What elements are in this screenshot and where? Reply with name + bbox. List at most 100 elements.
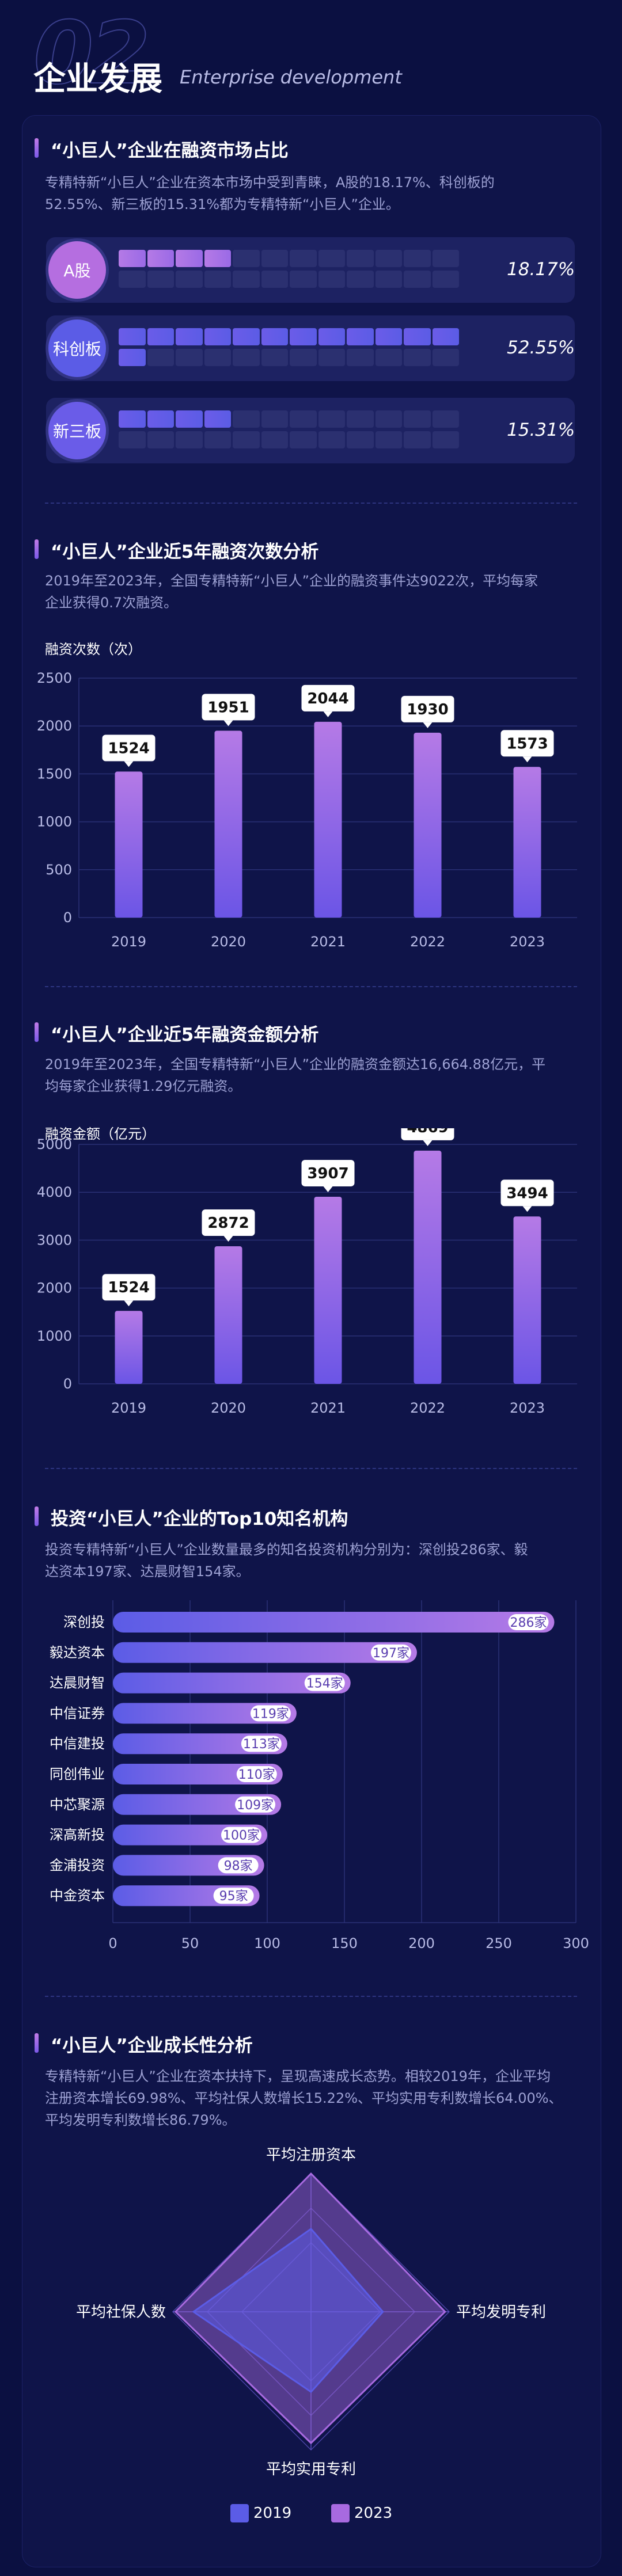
bar	[314, 1196, 342, 1384]
share-segment-empty	[204, 271, 231, 288]
value-badge	[221, 1827, 261, 1843]
share-segment-empty	[290, 431, 317, 448]
data-label-box	[500, 1179, 554, 1207]
data-label-pointer	[223, 1236, 233, 1242]
y-tick-label: 5000	[37, 1136, 72, 1152]
share-segment-filled	[204, 410, 231, 428]
value-badge	[250, 1705, 291, 1722]
category-label: 深高新投	[50, 1827, 105, 1843]
share-segment-empty	[261, 349, 288, 366]
radar-axis-label: 平均社保人数	[76, 2304, 166, 2321]
data-label-box	[102, 1274, 156, 1301]
divider	[45, 503, 577, 504]
bar	[113, 1672, 351, 1694]
share-segment-empty	[233, 410, 260, 428]
share-segment-filled	[147, 250, 174, 267]
data-label: 4869	[407, 1128, 448, 1136]
section-desc-line: 投资专精特新“小巨人”企业数量最多的知名投资机构分别为：深创投286家、毅	[45, 1542, 528, 1558]
share-segment-empty	[261, 431, 288, 448]
section-title: 投资“小巨人”企业的Top10知名机构	[51, 1509, 348, 1529]
data-label: 1524	[108, 1279, 149, 1296]
share-segment-empty	[432, 431, 459, 448]
share-row	[46, 315, 575, 381]
section-desc-line: 2019年至2023年，全国专精特新“小巨人”企业的融资事件达9022次，平均每…	[45, 573, 538, 589]
section-desc-line: 平均发明专利数增长86.79%。	[45, 2112, 236, 2128]
section-number: 02	[33, 3, 151, 104]
category-label: 毅达资本	[50, 1645, 105, 1661]
x-tick-label: 2021	[310, 934, 346, 950]
share-segment-filled	[119, 250, 146, 267]
y-tick-label: 2000	[37, 1280, 72, 1296]
y-tick-label: 1000	[37, 1328, 72, 1344]
share-category-label: 科创板	[48, 319, 106, 377]
data-label: 1930	[407, 701, 448, 718]
share-segment-empty	[233, 431, 260, 448]
share-segment-filled	[318, 328, 345, 345]
data-label-pointer	[124, 761, 134, 767]
x-tick-label: 2022	[410, 934, 445, 950]
share-segment-empty	[119, 271, 146, 288]
financing-amount-chart: 0 1000 2000 3000 4000 5000 1524 2019 2872 2020 390…	[37, 1128, 577, 1416]
bar	[113, 1703, 297, 1724]
data-label-pointer	[323, 711, 333, 717]
data-label-box	[202, 694, 255, 721]
data-label: 119家	[252, 1707, 289, 1721]
share-segment-empty	[261, 410, 288, 428]
radar-series-2019	[192, 2227, 384, 2394]
value-badge	[236, 1766, 277, 1782]
share-segment-empty	[318, 431, 345, 448]
value-badge	[241, 1736, 282, 1752]
share-segment-filled	[119, 328, 146, 345]
section-desc-line: 企业获得0.7次融资。	[45, 595, 178, 611]
data-label-pointer	[423, 722, 433, 728]
share-segment-filled	[119, 349, 146, 366]
data-label-box	[500, 730, 554, 757]
y-tick-label: 4000	[37, 1184, 72, 1200]
share-segment-filled	[119, 410, 146, 428]
x-tick-label: 2023	[510, 934, 545, 950]
share-segment-empty	[347, 271, 374, 288]
share-row	[46, 398, 575, 463]
share-segment-filled	[375, 328, 402, 345]
data-label-pointer	[124, 1300, 134, 1307]
divider	[45, 1996, 577, 1997]
section-desc-line: 达资本197家、达晨财智154家。	[45, 1563, 250, 1580]
section-desc-line: 专精特新“小巨人”企业在资本扶持下，呈现高速成长态势。相较2019年，企业平均	[45, 2068, 551, 2084]
section-title: “小巨人”企业近5年融资金额分析	[51, 1025, 319, 1045]
data-label: 110家	[238, 1768, 275, 1782]
data-label: 113家	[243, 1737, 280, 1752]
data-label: 98家	[224, 1859, 253, 1873]
share-segment-empty	[404, 410, 431, 428]
legend-label-2023: 2023	[354, 2505, 393, 2522]
radar-axis-label: 平均实用专利	[266, 2461, 356, 2478]
data-label-pointer	[323, 1186, 333, 1192]
y-tick-label: 0	[63, 910, 72, 926]
value-badge	[235, 1796, 276, 1813]
section-desc-line: 52.55%、新三板的15.31%都为专精特新“小巨人”企业。	[45, 196, 400, 212]
share-segment-filled	[404, 328, 431, 345]
section-marker	[35, 2033, 39, 2053]
share-segment-empty	[147, 431, 174, 448]
data-label: 1951	[207, 699, 249, 716]
y-tick-label: 2500	[37, 670, 72, 686]
bar	[214, 1246, 242, 1384]
bar	[314, 721, 342, 918]
category-label: 中信建投	[50, 1736, 105, 1752]
data-label: 286家	[510, 1616, 547, 1630]
share-segment-filled	[204, 328, 231, 345]
category-label: 中金资本	[50, 1888, 105, 1904]
share-segment-filled	[147, 328, 174, 345]
section-marker	[35, 539, 39, 559]
share-segment-empty	[375, 431, 402, 448]
data-label-box	[401, 1128, 454, 1140]
share-segment-empty	[290, 271, 317, 288]
section-marker	[35, 1022, 39, 1042]
share-segment-filled	[347, 328, 374, 345]
value-badge	[370, 1644, 411, 1661]
legend-swatch-2023	[331, 2504, 350, 2522]
share-segment-empty	[318, 349, 345, 366]
share-segment-empty	[176, 431, 203, 448]
page-title-en: Enterprise development	[180, 66, 402, 88]
share-segment-empty	[290, 410, 317, 428]
share-row	[46, 237, 575, 303]
